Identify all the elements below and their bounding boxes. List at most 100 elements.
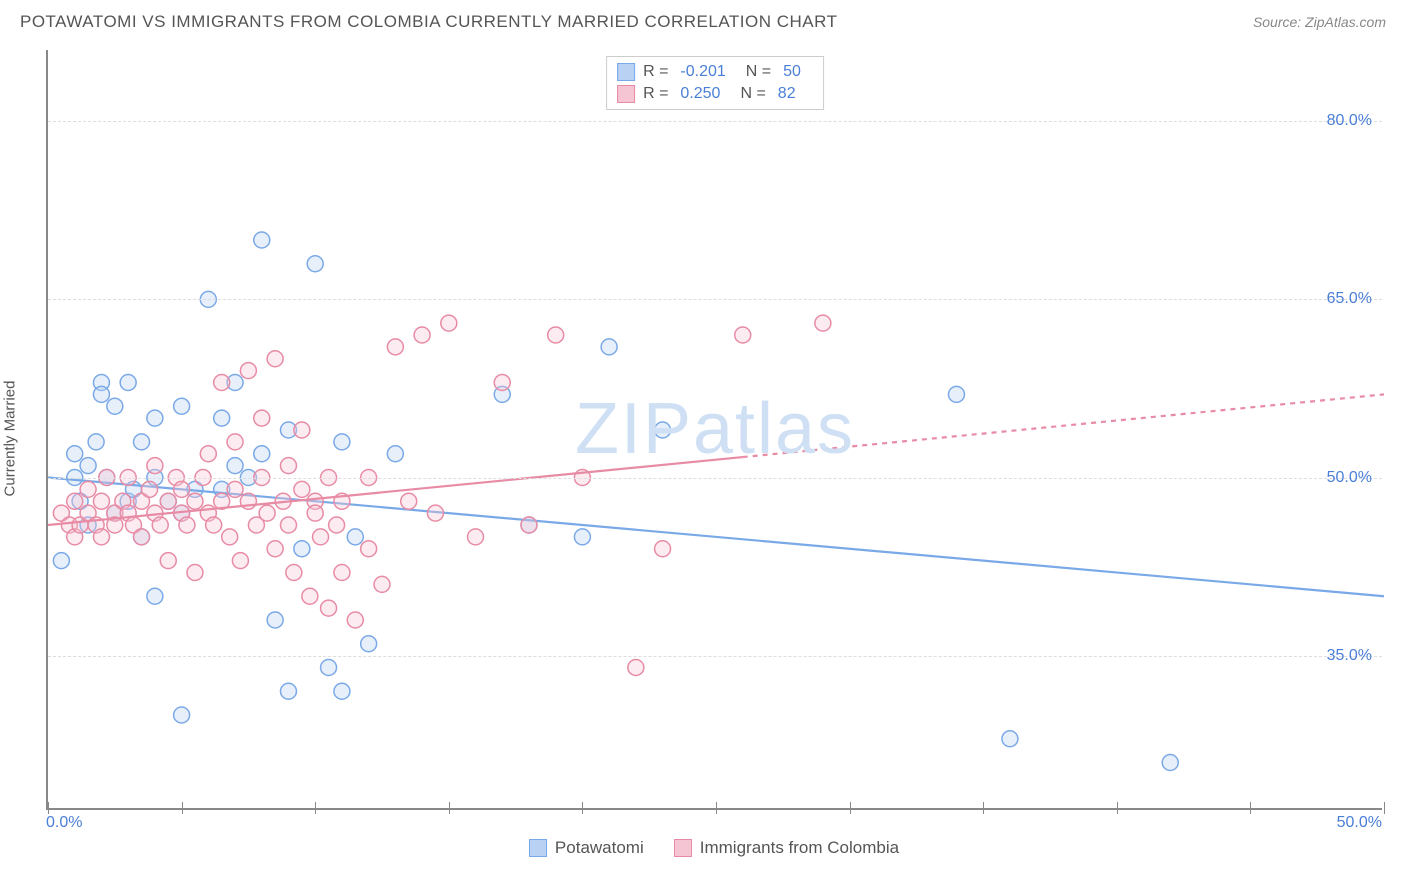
scatter-point <box>214 410 230 426</box>
scatter-point <box>267 541 283 557</box>
scatter-point <box>468 529 484 545</box>
scatter-point <box>374 576 390 592</box>
scatter-point <box>655 422 671 438</box>
scatter-point <box>307 505 323 521</box>
chart-source: Source: ZipAtlas.com <box>1253 14 1386 30</box>
legend-r-value: -0.201 <box>680 63 725 81</box>
scatter-point <box>134 434 150 450</box>
scatter-point <box>254 410 270 426</box>
scatter-point <box>321 600 337 616</box>
scatter-point <box>174 398 190 414</box>
scatter-point <box>179 517 195 533</box>
x-tick-max: 50.0% <box>1337 814 1382 832</box>
scatter-point <box>67 493 83 509</box>
scatter-point <box>441 315 457 331</box>
legend-label: Potawatomi <box>555 838 644 858</box>
scatter-point <box>655 541 671 557</box>
scatter-point <box>574 529 590 545</box>
scatter-point <box>67 446 83 462</box>
legend-swatch <box>529 839 547 857</box>
correlation-legend: R =-0.201N =50R =0.250N =82 <box>606 56 824 110</box>
legend-r-value: 0.250 <box>680 85 720 103</box>
x-tick <box>1384 802 1385 814</box>
legend-n-label: N = <box>746 63 771 81</box>
scatter-point <box>93 386 109 402</box>
scatter-point <box>347 529 363 545</box>
scatter-point <box>1162 755 1178 771</box>
scatter-point <box>307 256 323 272</box>
x-axis-labels: 0.0% 50.0% <box>46 814 1382 832</box>
scatter-point <box>107 398 123 414</box>
scatter-point <box>302 588 318 604</box>
scatter-point <box>334 565 350 581</box>
scatter-point <box>280 517 296 533</box>
scatter-point <box>521 517 537 533</box>
scatter-point <box>280 458 296 474</box>
chart-plot-area: ZIPatlas R =-0.201N =50R =0.250N =82 35.… <box>46 50 1382 810</box>
scatter-point <box>222 529 238 545</box>
scatter-point <box>93 493 109 509</box>
scatter-point <box>347 612 363 628</box>
scatter-point <box>1002 731 1018 747</box>
x-tick <box>449 802 450 814</box>
series-legend: Potawatomi Immigrants from Colombia <box>46 838 1382 858</box>
scatter-point <box>259 505 275 521</box>
x-tick <box>983 802 984 814</box>
x-tick <box>48 802 49 814</box>
legend-n-label: N = <box>740 85 765 103</box>
scatter-point <box>147 410 163 426</box>
legend-r-label: R = <box>643 85 668 103</box>
scatter-point <box>294 541 310 557</box>
scatter-point <box>548 327 564 343</box>
gridline-h <box>48 478 1382 479</box>
scatter-point <box>214 375 230 391</box>
y-tick-label: 65.0% <box>1327 290 1372 308</box>
gridline-h <box>48 656 1382 657</box>
scatter-point <box>948 386 964 402</box>
scatter-point <box>387 339 403 355</box>
scatter-point <box>187 493 203 509</box>
scatter-point <box>361 541 377 557</box>
y-axis-title: Currently Married <box>2 381 19 497</box>
scatter-point <box>313 529 329 545</box>
gridline-h <box>48 121 1382 122</box>
legend-row: R = 0.250 N = 82 <box>617 83 813 105</box>
scatter-point <box>387 446 403 462</box>
scatter-point <box>240 363 256 379</box>
scatter-point <box>294 422 310 438</box>
y-tick-label: 35.0% <box>1327 647 1372 665</box>
x-tick <box>1250 802 1251 814</box>
scatter-point <box>93 529 109 545</box>
x-tick <box>850 802 851 814</box>
scatter-point <box>160 493 176 509</box>
scatter-point <box>601 339 617 355</box>
legend-r-label: R = <box>643 63 668 81</box>
legend-item: Potawatomi <box>529 838 644 858</box>
scatter-point <box>414 327 430 343</box>
scatter-point <box>227 458 243 474</box>
scatter-point <box>206 517 222 533</box>
y-tick-label: 50.0% <box>1327 469 1372 487</box>
gridline-h <box>48 299 1382 300</box>
x-tick <box>315 802 316 814</box>
scatter-point <box>267 351 283 367</box>
scatter-point <box>401 493 417 509</box>
scatter-point <box>735 327 751 343</box>
y-tick-label: 80.0% <box>1327 112 1372 130</box>
legend-item: Immigrants from Colombia <box>674 838 899 858</box>
scatter-point <box>254 232 270 248</box>
regression-line-extrapolated <box>743 394 1384 457</box>
x-tick <box>582 802 583 814</box>
scatter-point <box>494 375 510 391</box>
scatter-point <box>80 458 96 474</box>
scatter-point <box>329 517 345 533</box>
scatter-point <box>334 434 350 450</box>
legend-swatch <box>617 63 635 81</box>
x-tick <box>182 802 183 814</box>
legend-label: Immigrants from Colombia <box>700 838 899 858</box>
scatter-point <box>294 481 310 497</box>
legend-n-value: 82 <box>778 85 796 103</box>
scatter-point <box>427 505 443 521</box>
scatter-point <box>160 553 176 569</box>
scatter-point <box>361 636 377 652</box>
